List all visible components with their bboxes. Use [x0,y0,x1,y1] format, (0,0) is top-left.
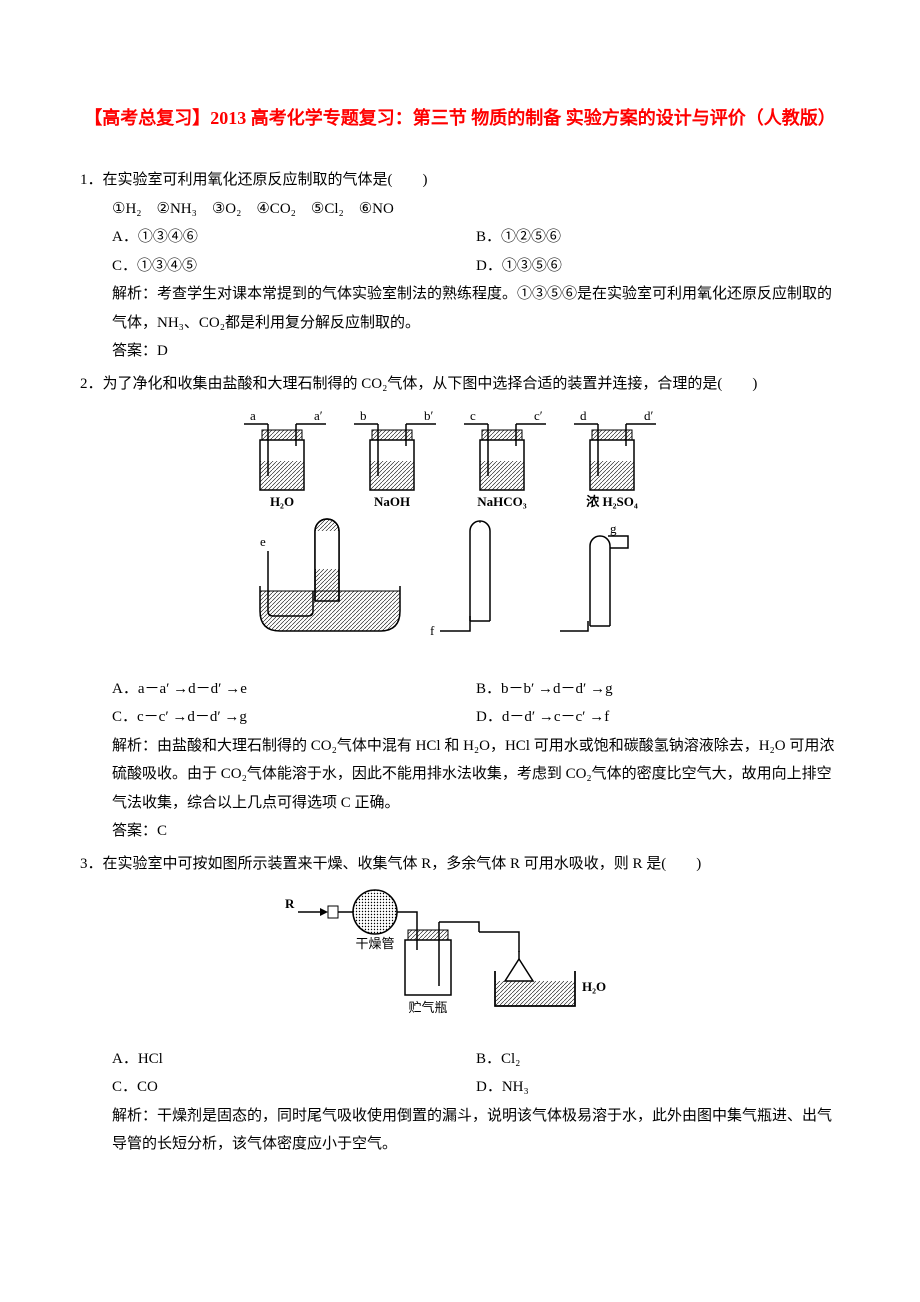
q1-choices-line: ①H₂ ②NH₃ ③O₂ ④CO₂ ⑤Cl₂ ⑥NO [80,195,840,224]
q2-bottle-d-left: d [580,408,587,423]
q3-arrow-label: R [285,896,295,911]
q1-option-a: A．①③④⑥ [112,223,476,252]
q3-dryer-caption: 干燥管 [355,936,394,951]
question-1: 1． 在实验室可利用氧化还原反应制取的气体是( ) ①H₂ ②NH₃ ③O₂ ④… [80,166,840,366]
q1-stem: 在实验室可利用氧化还原反应制取的气体是( ) [103,166,840,195]
q2-collector-e-label: e [260,534,266,549]
q2-stem: 为了净化和收集由盐酸和大理石制得的 CO₂气体，从下图中选择合适的装置并连接，合… [103,370,840,399]
question-3: 3． 在实验室中可按如图所示装置来干燥、收集气体 R，多余气体 R 可用水吸收，… [80,850,840,1159]
q1-option-c: C．①③④⑤ [112,252,476,281]
q3-option-c: C．CO [112,1073,476,1102]
q1-analysis: 解析：考查学生对课本常提到的气体实验室制法的熟练程度。①③⑤⑥是在实验室可利用氧… [80,280,840,337]
q3-absorber-caption: H₂O [582,979,606,994]
q3-option-d: D．NH₃ [476,1073,840,1102]
q2-bottle-c-left: c [470,408,476,423]
q3-option-a: A．HCl [112,1045,476,1074]
q3-analysis: 解析：干燥剂是固态的，同时尾气吸收使用倒置的漏斗，说明该气体极易溶于水，此外由图… [80,1102,840,1159]
q2-bottle-c-right: c′ [534,408,543,423]
q2-option-c: C．c－c′ →d－d′ →g [112,703,476,732]
page-title: 【高考总复习】2013 高考化学专题复习：第三节 物质的制备 实验方案的设计与评… [80,100,840,136]
q3-diagram: R 干燥管 贮气 [80,886,840,1037]
q3-stem: 在实验室中可按如图所示装置来干燥、收集气体 R，多余气体 R 可用水吸收，则 R… [103,850,840,879]
q2-bottle-a-caption: H₂O [270,494,294,509]
q2-bottle-c-caption: NaHCO₃ [477,494,527,509]
q3-bottle-caption: 贮气瓶 [408,1000,447,1015]
q1-option-b: B．①②⑤⑥ [476,223,840,252]
q2-diagram: a a′ H₂O b b′ [80,406,840,667]
q2-collector-f-label: f [430,623,435,638]
q2-option-a: A．a－a′ →d－d′ →e [112,675,476,704]
q3-option-b: B．Cl₂ [476,1045,840,1074]
q2-bottle-b-left: b [360,408,367,423]
q2-number: 2． [80,370,103,399]
q2-option-b: B．b－b′ →d－d′ →g [476,675,840,704]
q2-analysis: 解析：由盐酸和大理石制得的 CO₂气体中混有 HCl 和 H₂O，HCl 可用水… [80,732,840,818]
q2-bottle-d-right: d′ [644,408,654,423]
question-2: 2． 为了净化和收集由盐酸和大理石制得的 CO₂气体，从下图中选择合适的装置并连… [80,370,840,846]
q2-collector-g-label: g [610,521,617,536]
q2-bottle-a-right: a′ [314,408,323,423]
q3-number: 3． [80,850,103,879]
q2-bottle-d-caption: 浓 H₂SO₄ [586,494,638,509]
q2-answer: 答案：C [80,817,840,846]
q1-number: 1． [80,166,103,195]
q1-answer: 答案：D [80,337,840,366]
q2-bottle-b-right: b′ [424,408,434,423]
q1-option-d: D．①③⑤⑥ [476,252,840,281]
q2-bottle-a-left: a [250,408,256,423]
q2-bottle-b-caption: NaOH [374,494,410,509]
q2-option-d: D．d－d′ →c－c′ →f [476,703,840,732]
